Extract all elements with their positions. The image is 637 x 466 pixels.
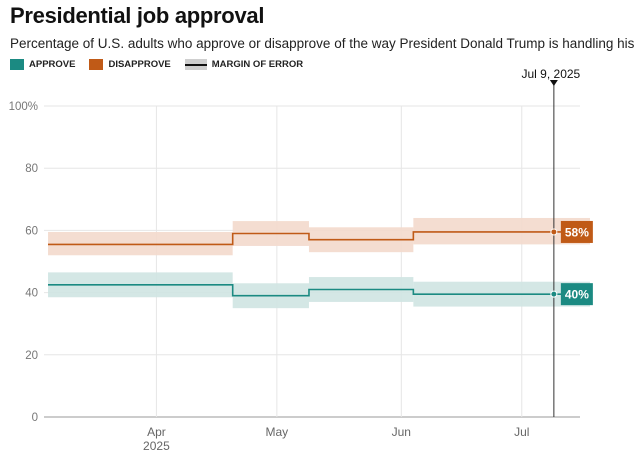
approve-swatch — [10, 59, 24, 70]
legend-item-approve: APPROVE — [10, 59, 75, 70]
y-tick-label: 80 — [25, 163, 38, 175]
chart-title: Presidential job approval — [10, 3, 265, 28]
approve-end-dot — [550, 290, 558, 298]
legend-item-moe: MARGIN OF ERROR — [184, 59, 304, 70]
y-tick-label: 20 — [25, 350, 38, 362]
chart-subtitle: Percentage of U.S. adults who approve or… — [10, 36, 637, 51]
approve-end-label: 40% — [565, 288, 589, 302]
disapprove-end-badge — [560, 220, 593, 243]
x-tick-label: May — [266, 425, 289, 439]
disapprove-swatch — [89, 59, 104, 70]
y-tick-label: 100% — [9, 101, 38, 113]
x-tick-label: Apr — [147, 425, 166, 439]
x-tick-label: Jul — [514, 425, 529, 439]
legend-item-disapprove: DISAPPROVE — [89, 59, 171, 70]
disapprove-end-dot — [550, 228, 558, 236]
date-marker-triangle — [549, 80, 558, 86]
disapprove-end-label: 58% — [565, 225, 589, 239]
legend-label-disapprove: DISAPPROVE — [108, 59, 171, 70]
legend-label-approve: APPROVE — [29, 59, 76, 70]
y-tick-label: 60 — [25, 225, 38, 237]
x-tick-label: Jun — [392, 425, 411, 439]
legend-label-moe: MARGIN OF ERROR — [211, 59, 304, 70]
date-marker-label: Jul 9, 2025 — [522, 67, 581, 81]
x-tick-sublabel: 2025 — [143, 439, 170, 453]
margin-of-error-swatch — [184, 59, 207, 70]
legend: APPROVE DISAPPROVE MARGIN OF ERROR — [10, 59, 317, 70]
approve-line — [48, 284, 590, 297]
y-tick-label: 40 — [25, 288, 38, 300]
approve-end-badge — [560, 283, 593, 306]
disapprove-line — [48, 231, 590, 246]
y-tick-label: 0 — [32, 412, 38, 424]
